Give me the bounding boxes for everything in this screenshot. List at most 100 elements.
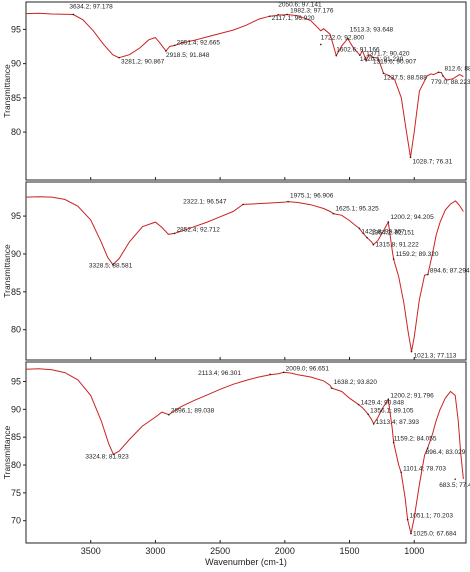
panel-3-peak-label: 3324.8; 81.923: [85, 453, 129, 460]
panel-3-peak-marker: [168, 413, 170, 416]
panel-1-peak-label: 1513.3; 93.648: [350, 27, 394, 34]
panel-3-peak-marker: [282, 371, 285, 374]
panel-3-peak-marker: [112, 453, 115, 456]
panel-3-peak-label: 1200.2; 91.796: [390, 392, 434, 399]
panel-2-y-axis-label: Transmittance: [2, 244, 12, 298]
panel-1-peak-label: 2918.5; 91.848: [166, 52, 210, 59]
panel-2-y-tick-label: 95: [11, 211, 21, 221]
panel-3-frame: [25, 361, 467, 544]
panel-2-peak-marker: [387, 221, 390, 223]
panel-3-peak-marker: [330, 387, 333, 389]
panel-3-peak-marker: [367, 413, 369, 416]
panel-2-peak-marker: [410, 350, 413, 353]
panel-2-y-tick-label: 80: [11, 325, 21, 335]
panel-3-peak-label: 1313.4; 87.393: [376, 419, 420, 426]
panel-3-peak-label: 683.5; 77.470: [439, 482, 470, 489]
panel-3-peak-marker: [400, 471, 402, 474]
panel-1-peak-label: 2117.1; 96.920: [272, 15, 315, 22]
panel-1-peak-marker: [277, 13, 280, 16]
x-tick-label: 2000: [275, 546, 295, 556]
panel-1-y-tick-label: 95: [11, 24, 21, 34]
panel-3-peak-marker: [357, 403, 360, 406]
x-axis-label: Wavenumber (cm-1): [205, 557, 287, 567]
panel-3-y-tick-label: 90: [11, 404, 21, 414]
panel-2-peak-label: 1975.1; 96.906: [290, 193, 334, 200]
panel-1-y-tick-label: 85: [11, 93, 21, 103]
panel-1-peak-label: 1371.7; 90.420: [366, 51, 410, 58]
panel-1-peak-label: 3634.2; 97.178: [69, 3, 113, 10]
panel-1-peak-label: 2050.6; 97.141: [278, 2, 322, 9]
panel-2-peak-marker: [358, 227, 361, 230]
panel-3-peak-label: 1638.2; 93.820: [334, 379, 378, 386]
panel-1-peak-marker: [442, 74, 444, 77]
panel-3-peak-marker: [426, 447, 429, 449]
panel-1-peak-marker: [365, 59, 367, 62]
panel-2-peak-label: 1159.2; 89.320: [396, 251, 439, 258]
panel-2-peak-marker: [392, 258, 395, 260]
panel-2-y-tick-label: 90: [11, 249, 21, 259]
panel-1-y-tick-label: 90: [11, 59, 21, 69]
panel-3-y-tick-label: 95: [11, 376, 21, 386]
panel-1-peak-marker: [382, 72, 385, 75]
panel-3-peak-label: 896.4; 83.029: [426, 449, 466, 456]
panel-1-peak-marker: [409, 156, 412, 159]
panel-3-y-axis-label: Transmittance: [2, 425, 12, 479]
panel-1-frame: [25, 1, 467, 181]
panel-1-peak-marker: [335, 54, 338, 57]
panel-2-frame: [25, 181, 467, 361]
panel-3-peak-label: 1025.0; 67.684: [413, 531, 457, 538]
panel-3-peak-label: 2113.4; 96.301: [198, 370, 241, 377]
panel-1-peak-marker: [347, 37, 349, 40]
panel-2-peak-marker: [427, 273, 429, 276]
panel-1-peak-marker: [286, 13, 288, 16]
panel-1-spectrum-line: [25, 12, 464, 158]
panel-2-peak-marker: [287, 200, 289, 203]
x-tick-label: 3500: [81, 546, 101, 556]
panel-3-y-tick-label: 80: [11, 460, 21, 470]
panel-1-peak-label: 1237.5; 88.588: [384, 74, 428, 81]
panel-1-peak-marker: [268, 15, 271, 18]
panel-3-peak-label: 1159.2; 84.055: [394, 435, 437, 442]
panel-2-peak-marker: [372, 243, 375, 246]
panel-1-peak-label: 812.6; 88.737: [444, 65, 470, 72]
panel-1-peak-marker: [372, 56, 374, 59]
panel-3-peak-marker: [387, 398, 390, 401]
panel-1-peak-label: 1028.7; 76.31: [413, 158, 453, 165]
panel-1-y-axis-label: Transmittance: [2, 64, 12, 118]
panel-2-peak-label: 1364.2; 92.151: [371, 230, 415, 237]
panel-3-peak-marker: [269, 373, 271, 376]
panel-2-peak-label: 1021.3; 77.113: [413, 353, 456, 360]
panel-1-peak-label: 2851.4; 92.665: [177, 39, 221, 46]
x-tick-label: 3000: [145, 546, 165, 556]
panel-2-peak-label: 1315.8; 91.222: [375, 242, 419, 249]
panel-2-peak-label: 3328.5; 88.581: [89, 263, 133, 270]
panel-2-peak-marker: [173, 232, 176, 235]
panel-3-y-tick-label: 70: [11, 516, 21, 526]
panel-3-peak-label: 2896.1; 89.038: [171, 408, 215, 415]
panel-2-y-tick-label: 85: [11, 287, 21, 297]
panel-1-peak-label: 3281.2; 90.867: [121, 59, 165, 66]
panel-2-peak-label: 1625.1; 95.325: [335, 206, 379, 213]
panel-1-peak-marker: [437, 71, 440, 74]
panel-1-peak-marker: [118, 56, 120, 59]
panel-2-peak-label: 2852.4; 92.712: [177, 226, 221, 233]
panel-1-peak-marker: [359, 54, 361, 56]
x-tick-label: 1500: [340, 546, 360, 556]
panel-3-peak-label: 2009.0; 96.651: [286, 365, 330, 372]
panel-3-peak-marker: [372, 423, 375, 425]
panel-1-peak-label: 1319.6; 90.907: [373, 58, 417, 65]
panel-2-peak-label: 2322.1; 96.547: [183, 198, 227, 205]
panel-1-peak-label: 1602.6; 91.166: [336, 47, 380, 54]
panel-1-peak-label: 779.0; 88.223: [431, 79, 470, 86]
panel-3-peak-label: 1429.4; 90.848: [361, 400, 405, 407]
panel-1-y-tick-label: 80: [11, 127, 21, 137]
x-tick-label: 1000: [404, 546, 424, 556]
panel-3-peak-marker: [410, 532, 412, 535]
panel-2-peak-label: 1423.8; 93.367: [361, 228, 405, 235]
panel-1-peak-marker: [165, 50, 167, 52]
panel-1-peak-label: 1722.0; 92.800: [321, 34, 365, 41]
panel-1-peak-marker: [173, 44, 176, 47]
panel-3-peak-label: 1356.1; 89.105: [370, 407, 414, 414]
